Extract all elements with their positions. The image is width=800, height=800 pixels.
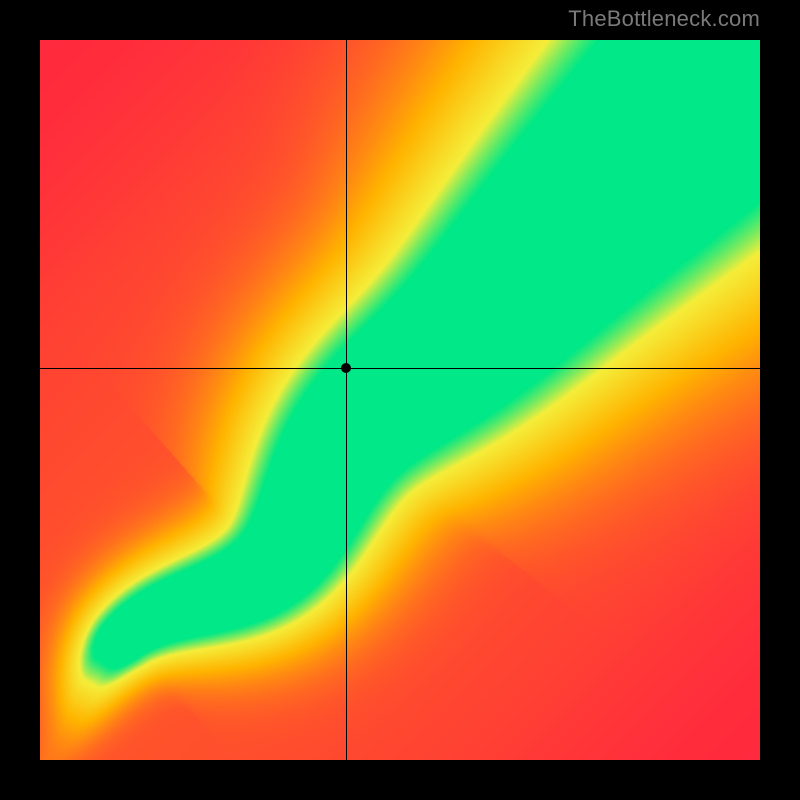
crosshair-vertical [346, 40, 347, 760]
chart-outer-frame: TheBottleneck.com [0, 0, 800, 800]
plot-area [40, 40, 760, 760]
crosshair-marker [341, 363, 351, 373]
heatmap-canvas [40, 40, 760, 760]
watermark-text: TheBottleneck.com [568, 6, 760, 32]
crosshair-horizontal [40, 368, 760, 369]
